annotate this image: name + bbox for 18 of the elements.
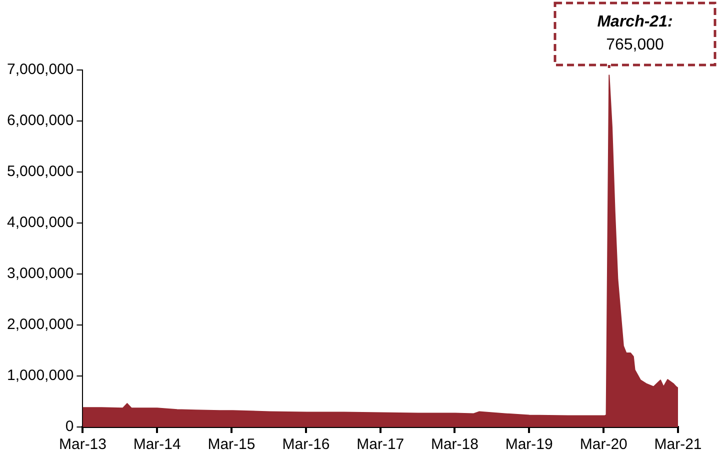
y-tick-label: 5,000,000 <box>6 163 74 180</box>
x-tick-label: Mar-20 <box>580 436 628 454</box>
x-tick-label: Mar-16 <box>282 436 330 454</box>
x-tick-label: Mar-14 <box>133 436 181 454</box>
y-tick-label: 0 <box>65 418 74 436</box>
x-tick-label: Mar-19 <box>505 436 553 454</box>
x-tick-label: Mar-21 <box>654 436 702 454</box>
x-tick-label: Mar-17 <box>356 436 404 454</box>
y-tick-label: 7,000,000 <box>6 61 74 78</box>
x-tick-label: Mar-18 <box>430 436 478 454</box>
y-tick-label: 4,000,000 <box>6 214 74 232</box>
y-tick-label: 2,000,000 <box>6 316 74 334</box>
x-tick-label: Mar-13 <box>58 436 106 454</box>
y-tick-label: 6,000,000 <box>6 112 74 130</box>
text: March-21: 765,000 <box>597 13 673 54</box>
x-tick-label: Mar-15 <box>208 436 256 454</box>
y-tick-label: 3,000,000 <box>6 265 74 282</box>
y-tick-label: 1,000,000 <box>6 367 74 384</box>
